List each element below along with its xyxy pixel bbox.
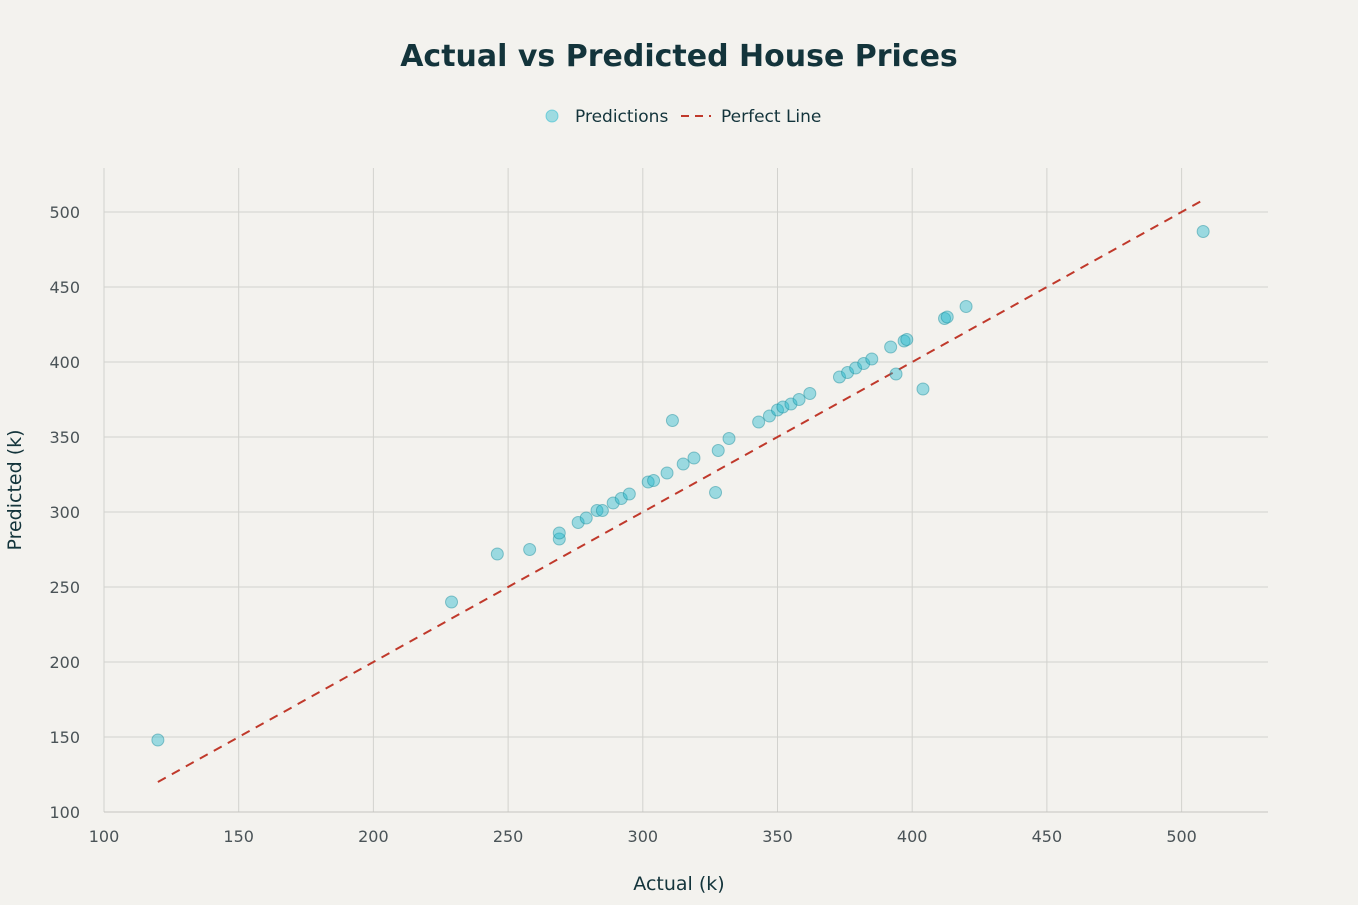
data-point[interactable]	[552, 526, 566, 540]
data-point[interactable]	[889, 367, 903, 381]
data-point[interactable]	[687, 451, 701, 465]
data-point[interactable]	[445, 595, 459, 609]
data-point[interactable]	[832, 370, 846, 384]
data-point[interactable]	[900, 333, 914, 346]
data-point[interactable]	[590, 504, 604, 517]
data-point[interactable]	[865, 352, 879, 366]
y-axis-ticks: 100 150 200 250 300 350 400 450 500	[49, 203, 80, 822]
y-axis-title: Predicted (k)	[4, 429, 26, 550]
data-point[interactable]	[940, 310, 954, 324]
data-point[interactable]	[606, 496, 620, 510]
x-tick-label: 200	[358, 827, 389, 846]
x-tick-label: 400	[897, 827, 928, 846]
data-point[interactable]	[897, 334, 911, 348]
data-point[interactable]	[614, 492, 628, 505]
gridlines	[103, 168, 1268, 813]
y-tick-label: 150	[49, 728, 80, 747]
legend-label-predictions[interactable]: Predictions	[575, 107, 668, 127]
data-point[interactable]	[622, 487, 636, 501]
x-axis-ticks: 100 150 200 250 300 350 400 450 500	[89, 827, 1197, 846]
data-point[interactable]	[857, 357, 871, 370]
data-point[interactable]	[938, 312, 952, 325]
x-tick-label: 250	[493, 827, 524, 846]
data-point[interactable]	[849, 361, 863, 375]
data-point[interactable]	[776, 400, 790, 414]
x-tick-label: 350	[762, 827, 793, 846]
x-tick-label: 450	[1032, 827, 1063, 846]
x-tick-label: 300	[628, 827, 659, 846]
y-tick-label: 350	[49, 428, 80, 447]
x-tick-label: 100	[89, 827, 120, 846]
legend[interactable]: Predictions Perfect Line	[545, 107, 821, 127]
data-point[interactable]	[709, 486, 723, 499]
data-point[interactable]	[711, 444, 725, 457]
y-tick-label: 250	[49, 578, 80, 597]
data-point[interactable]	[762, 409, 776, 423]
data-point[interactable]	[660, 466, 674, 480]
data-point[interactable]	[571, 516, 585, 529]
perfect-line	[157, 199, 1204, 783]
data-point[interactable]	[841, 366, 855, 379]
x-tick-label: 500	[1166, 827, 1197, 846]
data-point[interactable]	[884, 340, 898, 354]
data-point[interactable]	[792, 393, 806, 406]
data-point[interactable]	[916, 382, 930, 396]
x-axis-title: Actual (k)	[633, 873, 724, 895]
data-point[interactable]	[752, 415, 766, 429]
chart-title: Actual vs Predicted House Prices	[400, 39, 958, 74]
y-tick-label: 100	[49, 803, 80, 822]
perfect-line-series	[157, 199, 1204, 783]
y-tick-label: 200	[49, 653, 80, 672]
x-tick-label: 150	[223, 827, 254, 846]
data-point[interactable]	[722, 432, 736, 445]
data-point[interactable]	[490, 547, 504, 561]
data-point[interactable]	[803, 387, 817, 400]
y-tick-label: 500	[49, 203, 80, 222]
data-point[interactable]	[771, 403, 784, 417]
y-tick-label: 300	[49, 503, 80, 522]
data-point[interactable]	[151, 733, 165, 747]
data-point[interactable]	[676, 457, 690, 471]
data-point[interactable]	[552, 532, 566, 546]
data-point[interactable]	[579, 511, 593, 525]
data-point[interactable]	[647, 474, 661, 487]
data-point[interactable]	[784, 397, 798, 411]
y-tick-label: 400	[49, 353, 80, 372]
legend-label-perfect-line[interactable]: Perfect Line	[721, 107, 821, 127]
data-point[interactable]	[595, 504, 609, 517]
data-point[interactable]	[641, 475, 655, 489]
data-point[interactable]	[959, 300, 973, 313]
data-point[interactable]	[1196, 225, 1210, 238]
data-point[interactable]	[523, 543, 537, 556]
legend-marker-predictions	[545, 109, 559, 123]
data-point[interactable]	[665, 414, 679, 427]
y-tick-label: 450	[49, 278, 80, 297]
predictions-series[interactable]	[151, 225, 1210, 747]
